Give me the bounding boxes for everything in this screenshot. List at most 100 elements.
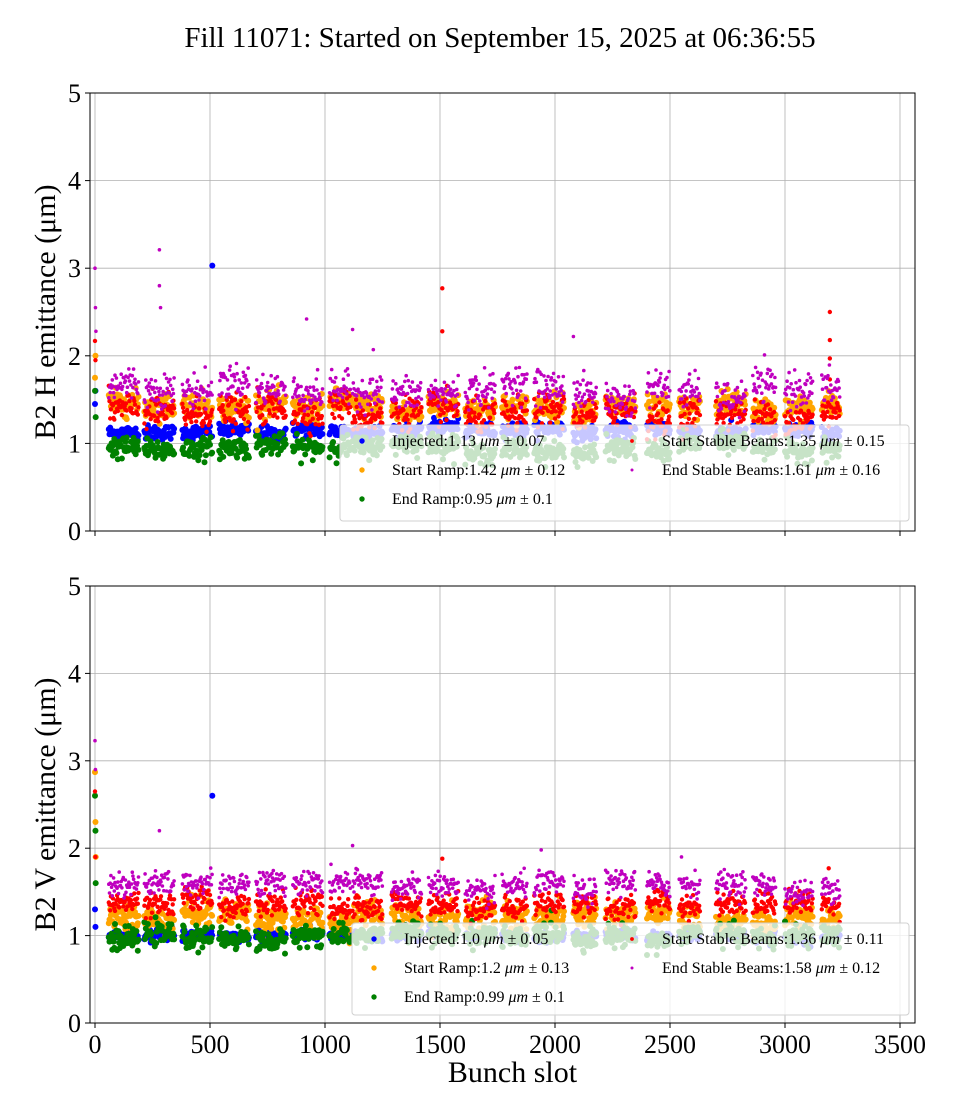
data-point: [556, 375, 561, 379]
data-point: [743, 394, 747, 398]
data-point: [511, 391, 515, 396]
data-point: [134, 438, 141, 445]
data-point: [550, 399, 556, 405]
data-point: [556, 414, 561, 419]
data-point: [196, 452, 203, 459]
data-point: [153, 390, 157, 395]
data-point: [836, 413, 842, 419]
data-point: [419, 405, 424, 410]
data-point: [794, 404, 799, 409]
data-point: [296, 411, 301, 416]
data-point: [341, 377, 346, 382]
legend-label: Start Stable Beams:1.35 μm ± 0.15: [662, 433, 885, 450]
legend-marker: [359, 438, 365, 444]
data-point: [504, 391, 509, 396]
data-point: [123, 379, 128, 383]
data-point: [132, 402, 138, 407]
data-point-outlier: [157, 248, 162, 252]
data-point: [405, 417, 410, 422]
data-point: [335, 398, 340, 403]
data-point: [630, 411, 634, 415]
data-point: [579, 404, 583, 409]
data-point: [320, 400, 324, 404]
data-point: [127, 379, 132, 383]
data-point: [412, 404, 416, 409]
data-point: [305, 406, 310, 411]
data-point: [163, 403, 167, 408]
data-point: [582, 392, 587, 397]
data-point-outlier: [209, 262, 216, 269]
data-point: [204, 407, 208, 411]
data-point-outlier: [350, 327, 355, 332]
data-point: [787, 370, 791, 375]
data-point: [438, 419, 444, 425]
data-point: [260, 413, 265, 418]
data-point: [755, 370, 760, 375]
data-point: [757, 384, 762, 389]
data-point: [791, 387, 796, 392]
data-point: [344, 386, 349, 390]
data-point: [765, 371, 770, 376]
data-point: [622, 394, 626, 399]
data-point: [156, 397, 161, 402]
data-point: [303, 397, 308, 402]
data-point: [503, 384, 507, 389]
data-point: [170, 387, 175, 392]
data-point: [194, 386, 198, 391]
data-point: [269, 373, 274, 378]
data-point: [655, 394, 660, 399]
data-point: [332, 415, 337, 421]
data-point: [158, 386, 163, 391]
data-point: [626, 396, 631, 401]
data-point: [202, 452, 209, 459]
data-point: [115, 408, 121, 414]
data-point: [786, 400, 791, 404]
data-point: [133, 377, 137, 382]
data-point: [243, 446, 250, 452]
data-point: [493, 383, 497, 388]
data-point: [240, 392, 244, 397]
data-point: [743, 388, 748, 392]
data-point: [632, 391, 636, 396]
data-point: [149, 377, 154, 382]
data-point: [354, 394, 359, 398]
data-point: [769, 382, 774, 386]
data-point: [810, 379, 815, 384]
data-point: [230, 429, 236, 434]
data-point: [220, 391, 224, 395]
data-point: [584, 399, 588, 404]
data-point: [372, 401, 377, 406]
data-point: [330, 439, 337, 445]
data-point: [715, 394, 720, 399]
data-point: [319, 413, 324, 419]
y-tick-label: 4: [68, 659, 81, 688]
data-point: [391, 379, 395, 383]
data-point: [620, 402, 624, 407]
data-point: [165, 386, 169, 391]
data-point: [207, 434, 214, 441]
data-point: [759, 371, 763, 376]
data-point: [686, 416, 692, 421]
data-point: [656, 383, 660, 388]
data-point: [533, 404, 538, 408]
data-point-outlier: [92, 338, 98, 344]
data-point: [760, 391, 764, 396]
data-point: [309, 457, 316, 464]
data-point: [416, 395, 421, 399]
data-point: [338, 405, 343, 410]
data-point: [661, 392, 665, 396]
data-point: [119, 372, 123, 377]
data-point: [197, 394, 202, 398]
data-point: [478, 399, 482, 403]
data-point: [604, 381, 609, 386]
data-point: [558, 393, 562, 398]
data-point: [767, 407, 773, 412]
data-point: [506, 371, 511, 376]
data-point: [246, 403, 252, 409]
data-point: [334, 375, 338, 380]
data-point: [277, 392, 281, 396]
data-point: [135, 412, 140, 417]
data-point: [124, 390, 129, 395]
data-point: [329, 367, 334, 372]
